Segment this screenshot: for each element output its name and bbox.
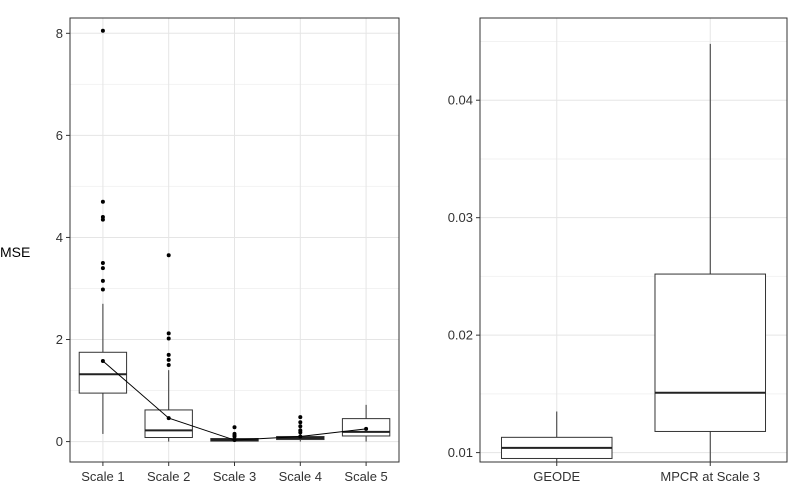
- outlier-point: [100, 260, 105, 265]
- mean-point: [364, 426, 369, 431]
- outlier-point: [166, 336, 171, 341]
- outlier-point: [166, 363, 171, 368]
- y-tick-label: 4: [56, 230, 63, 245]
- y-tick-label: 0: [56, 434, 63, 449]
- outlier-point: [100, 28, 105, 33]
- outlier-point: [100, 217, 105, 222]
- y-tick-label: 0.01: [448, 445, 473, 460]
- outlier-point: [166, 253, 171, 258]
- y-tick-label: 0.02: [448, 328, 473, 343]
- box-1: [500, 411, 613, 462]
- box-2: [654, 43, 767, 462]
- x-tick-label: Scale 1: [81, 469, 124, 484]
- left-panel-scales: 0 2 4 6 8 Scale 1 Scale 2 Scale 3 Scale 4 Scale 5: [56, 17, 400, 484]
- x-tick-label: Scale 4: [279, 469, 322, 484]
- x-tick-label: Scale 5: [344, 469, 387, 484]
- outlier-point: [100, 278, 105, 283]
- outlier-point: [232, 434, 237, 439]
- mean-point: [100, 358, 105, 363]
- x-tick-label: MPCR at Scale 3: [660, 469, 760, 484]
- x-tick-label: Scale 2: [147, 469, 190, 484]
- x-tick-label: GEODE: [533, 469, 580, 484]
- y-tick-label: 8: [56, 26, 63, 41]
- outlier-point: [166, 357, 171, 362]
- box-5: [341, 404, 391, 442]
- outlier-point: [298, 415, 303, 420]
- y-tick-label: 2: [56, 332, 63, 347]
- y-axis-title: MSE: [0, 244, 30, 260]
- y-tick-label: 6: [56, 128, 63, 143]
- outlier-point: [298, 430, 303, 435]
- outlier-point: [298, 420, 303, 425]
- outlier-point: [166, 352, 171, 357]
- outlier-point: [100, 287, 105, 292]
- outlier-point: [232, 425, 237, 430]
- mean-point: [232, 438, 237, 443]
- mean-point: [298, 434, 303, 439]
- y-tick-label: 0.03: [448, 210, 473, 225]
- outlier-point: [166, 331, 171, 336]
- outlier-point: [100, 199, 105, 204]
- x-tick-label: Scale 3: [213, 469, 256, 484]
- box-1: [78, 28, 128, 434]
- outlier-point: [298, 424, 303, 429]
- mean-point: [166, 416, 171, 421]
- panel-border: [479, 17, 788, 463]
- box-body: [654, 273, 767, 432]
- box-body: [78, 351, 128, 394]
- outlier-point: [100, 266, 105, 271]
- right-panel-comparison: 0.01 0.02 0.03 0.04 GEODE MPCR at Scale 3: [448, 17, 788, 484]
- y-tick-label: 0.04: [448, 93, 473, 108]
